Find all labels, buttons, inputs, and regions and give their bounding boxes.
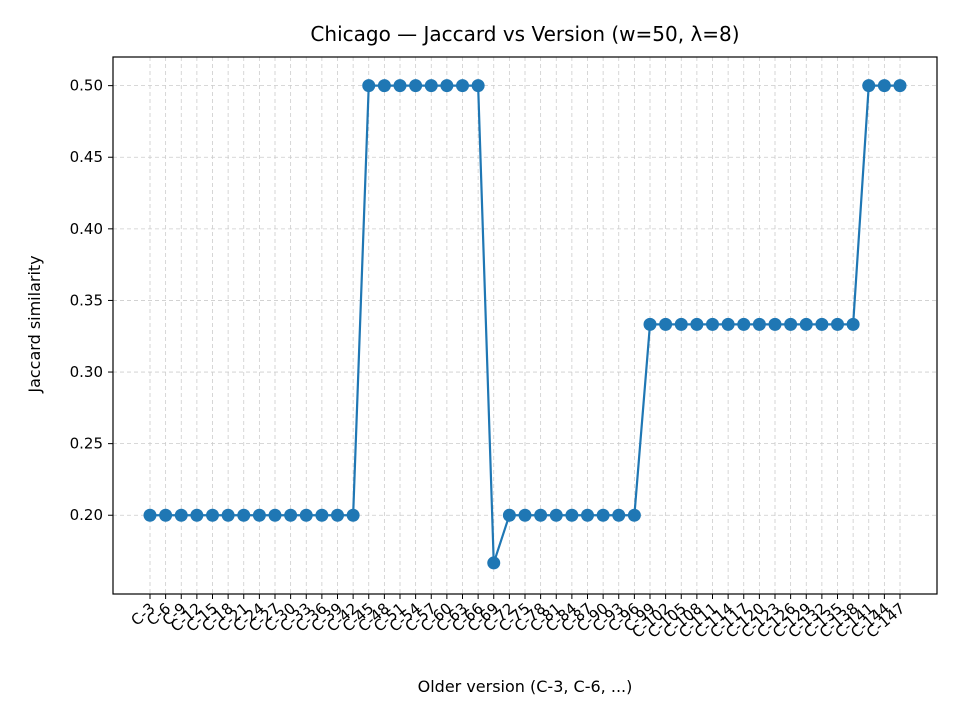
data-point — [284, 508, 298, 522]
data-point — [815, 317, 829, 331]
data-point — [221, 508, 235, 522]
data-point — [784, 317, 798, 331]
data-point — [331, 508, 344, 522]
data-point — [768, 317, 782, 331]
data-point — [190, 508, 204, 522]
data-point — [643, 317, 657, 331]
data-point — [377, 79, 391, 93]
y-tick-label: 0.45 — [70, 148, 103, 166]
points-layer — [143, 79, 907, 570]
data-point — [534, 508, 548, 522]
y-tick-label: 0.25 — [70, 435, 103, 453]
data-point — [862, 79, 876, 93]
data-point — [612, 508, 626, 522]
data-point — [268, 508, 282, 522]
data-point — [174, 508, 188, 522]
data-point — [237, 508, 251, 522]
data-point — [440, 79, 454, 93]
data-point — [487, 556, 501, 570]
data-point — [799, 317, 813, 331]
data-point — [659, 317, 673, 331]
chart-title: Chicago — Jaccard vs Version (w=50, λ=8) — [310, 22, 739, 46]
data-point — [409, 79, 423, 93]
data-point — [502, 508, 516, 522]
data-point — [424, 79, 438, 93]
y-tick-label: 0.20 — [70, 506, 103, 524]
data-point — [393, 79, 407, 93]
data-point — [518, 508, 532, 522]
x-axis-title: Older version (C-3, C-6, ...) — [418, 677, 633, 696]
data-point — [706, 317, 719, 331]
data-point — [299, 508, 313, 522]
data-point — [737, 317, 751, 331]
data-point — [143, 508, 157, 522]
data-point — [831, 317, 844, 331]
data-point — [346, 508, 360, 522]
data-point — [674, 317, 688, 331]
data-point — [846, 317, 860, 331]
y-axis-title: Jaccard similarity — [25, 255, 44, 393]
data-point — [690, 317, 704, 331]
data-point — [752, 317, 766, 331]
data-point — [627, 508, 641, 522]
data-point — [877, 79, 891, 93]
data-point — [596, 508, 610, 522]
y-tick-label: 0.50 — [70, 77, 103, 95]
y-tick-label: 0.30 — [70, 363, 103, 381]
data-point — [549, 508, 563, 522]
data-point — [315, 508, 329, 522]
data-point — [471, 79, 485, 93]
y-tick-label: 0.35 — [70, 291, 103, 309]
data-point — [252, 508, 266, 522]
data-point — [456, 79, 469, 93]
data-point — [581, 508, 594, 522]
data-point — [362, 79, 376, 93]
data-point — [721, 317, 735, 331]
y-tick-label: 0.40 — [70, 220, 103, 238]
y-axis-ticks: 0.20 0.25 0.30 0.35 0.40 0.45 0.50 — [70, 77, 113, 524]
data-point — [206, 508, 219, 522]
data-point — [893, 79, 907, 93]
data-point — [565, 508, 579, 522]
data-point — [159, 508, 173, 522]
